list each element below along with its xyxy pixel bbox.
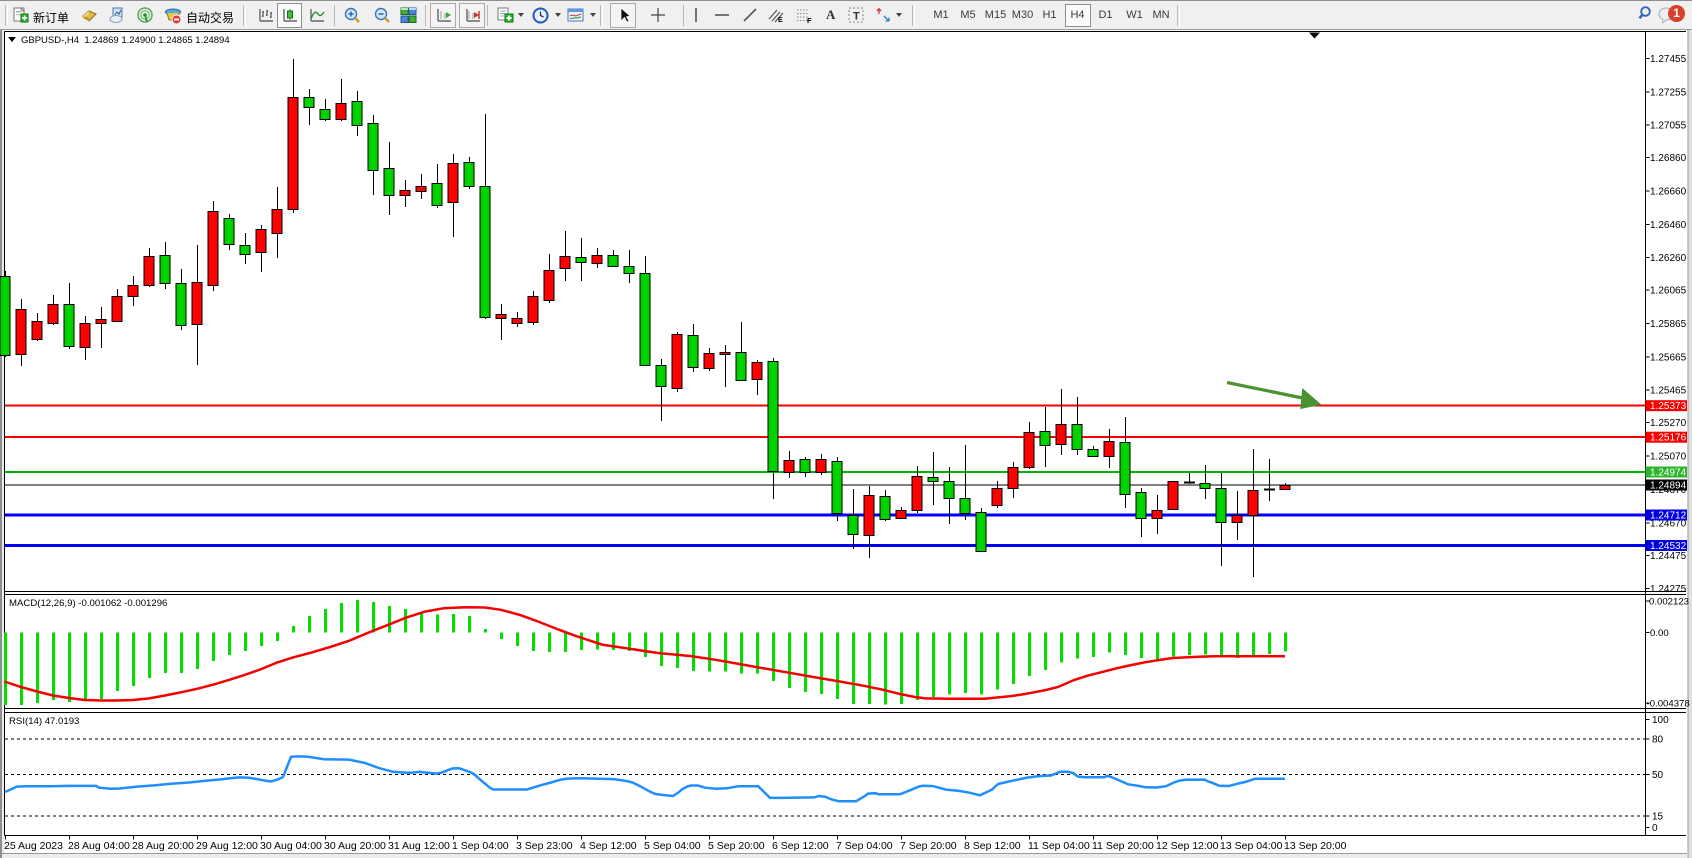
svg-text:1.26660: 1.26660 xyxy=(1650,187,1687,198)
svg-text:1.25270: 1.25270 xyxy=(1650,418,1687,429)
svg-text:5 Sep 20:00: 5 Sep 20:00 xyxy=(708,840,765,852)
svg-text:MACD(12,26,9) -0.001062 -0.001: MACD(12,26,9) -0.001062 -0.001296 xyxy=(9,598,167,609)
svg-text:1.25665: 1.25665 xyxy=(1650,352,1687,363)
svg-text:12 Sep 12:00: 12 Sep 12:00 xyxy=(1156,840,1219,852)
svg-text:11 Sep 20:00: 11 Sep 20:00 xyxy=(1092,840,1154,852)
svg-text:F: F xyxy=(807,16,812,25)
svg-text:1.25865: 1.25865 xyxy=(1650,319,1687,330)
svg-text:1.25373: 1.25373 xyxy=(1650,401,1687,412)
svg-text:1.26065: 1.26065 xyxy=(1650,286,1687,297)
svg-text:1.24532: 1.24532 xyxy=(1650,541,1687,552)
svg-text:RSI(14) 47.0193: RSI(14) 47.0193 xyxy=(9,716,79,727)
svg-text:1.26260: 1.26260 xyxy=(1650,253,1687,264)
svg-text:7 Sep 20:00: 7 Sep 20:00 xyxy=(900,840,957,852)
svg-text:50: 50 xyxy=(1652,770,1664,781)
svg-text:1.24894: 1.24894 xyxy=(1650,481,1687,492)
svg-text:13 Sep 04:00: 13 Sep 04:00 xyxy=(1220,840,1283,852)
svg-text:7 Sep 04:00: 7 Sep 04:00 xyxy=(836,840,893,852)
svg-text:5 Sep 04:00: 5 Sep 04:00 xyxy=(644,840,701,852)
svg-text:25 Aug 2023: 25 Aug 2023 xyxy=(4,840,63,852)
svg-text:1.27255: 1.27255 xyxy=(1650,87,1687,98)
svg-text:3 Sep 23:00: 3 Sep 23:00 xyxy=(516,840,573,852)
svg-text:4 Sep 12:00: 4 Sep 12:00 xyxy=(580,840,637,852)
svg-text:1.26460: 1.26460 xyxy=(1650,220,1687,231)
svg-text:13 Sep 20:00: 13 Sep 20:00 xyxy=(1284,840,1347,852)
svg-text:6 Sep 12:00: 6 Sep 12:00 xyxy=(772,840,829,852)
svg-text:E: E xyxy=(778,17,783,24)
svg-text:1.24974: 1.24974 xyxy=(1650,468,1687,479)
svg-text:30 Aug 20:00: 30 Aug 20:00 xyxy=(324,840,386,852)
svg-text:1.24275: 1.24275 xyxy=(1650,584,1687,595)
svg-text:1.25070: 1.25070 xyxy=(1650,452,1687,463)
svg-text:1.25176: 1.25176 xyxy=(1650,433,1687,444)
svg-text:28 Aug 04:00: 28 Aug 04:00 xyxy=(68,840,130,852)
svg-text:1.24670: 1.24670 xyxy=(1650,518,1687,529)
svg-text:15: 15 xyxy=(1652,812,1664,823)
svg-text:29 Aug 12:00: 29 Aug 12:00 xyxy=(196,840,258,852)
svg-text:1.24712: 1.24712 xyxy=(1650,511,1687,522)
svg-text:30 Aug 04:00: 30 Aug 04:00 xyxy=(260,840,322,852)
svg-text:T: T xyxy=(853,11,860,23)
svg-text:0.002123: 0.002123 xyxy=(1649,597,1689,608)
svg-text:1.27055: 1.27055 xyxy=(1650,121,1687,132)
svg-text:GBPUSD-,H4 1.24869 1.24900 1.: GBPUSD-,H4 1.24869 1.24900 1.24865 1.248… xyxy=(21,35,230,46)
svg-text:1.25465: 1.25465 xyxy=(1650,386,1687,397)
svg-text:28 Aug 20:00: 28 Aug 20:00 xyxy=(132,840,194,852)
svg-text:80: 80 xyxy=(1652,735,1664,746)
svg-text:11 Sep 04:00: 11 Sep 04:00 xyxy=(1028,840,1090,852)
svg-text:-0.004378: -0.004378 xyxy=(1647,698,1690,709)
svg-text:1.24475: 1.24475 xyxy=(1650,551,1687,562)
svg-text:1.27455: 1.27455 xyxy=(1650,54,1687,65)
svg-text:100: 100 xyxy=(1652,715,1669,726)
svg-text:31 Aug 12:00: 31 Aug 12:00 xyxy=(388,840,450,852)
svg-text:8 Sep 12:00: 8 Sep 12:00 xyxy=(964,840,1021,852)
svg-text:1 Sep 04:00: 1 Sep 04:00 xyxy=(452,840,509,852)
svg-text:0.00: 0.00 xyxy=(1650,628,1669,639)
svg-text:1.26860: 1.26860 xyxy=(1650,153,1687,164)
svg-text:0: 0 xyxy=(1652,823,1658,834)
